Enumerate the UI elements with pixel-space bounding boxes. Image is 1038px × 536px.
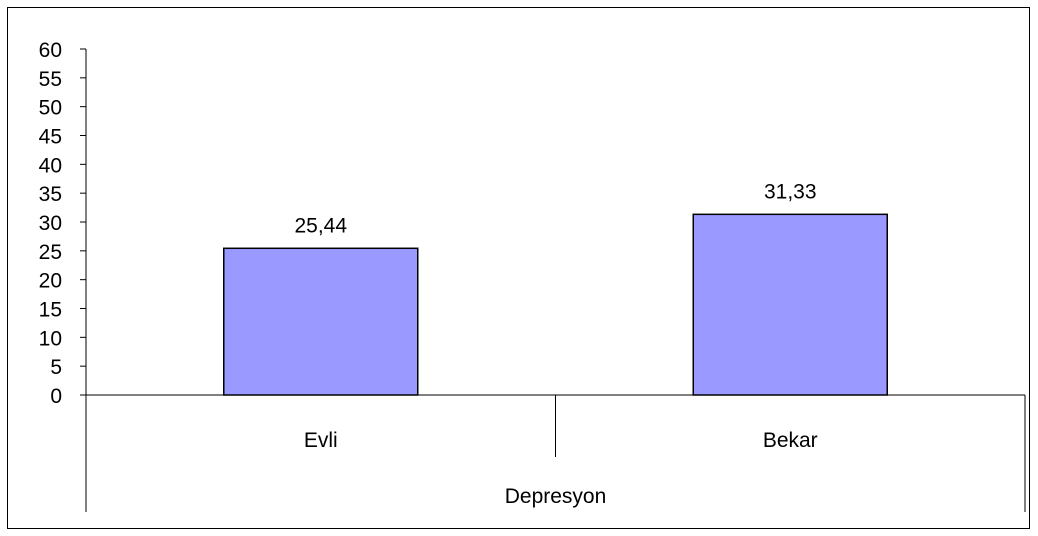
x-category-label: Bekar xyxy=(763,429,818,452)
y-tick-label: 50 xyxy=(39,97,62,120)
y-tick-label: 25 xyxy=(39,241,62,264)
y-tick-label: 30 xyxy=(39,212,62,235)
y-tick-label: 40 xyxy=(39,154,62,177)
x-group-label: Depresyon xyxy=(505,485,607,508)
y-tick-label: 55 xyxy=(39,68,62,91)
x-category-label: Evli xyxy=(304,429,338,452)
data-label: 25,44 xyxy=(294,214,347,237)
y-tick-label: 35 xyxy=(39,183,62,206)
bar-evli xyxy=(223,247,419,396)
axis-layer: 0 5 10 15 20 25 30 35 40 45 50 55 60 xyxy=(39,39,1026,512)
labels-layer: 25,44 Evli 31,33 Bekar Depresyon xyxy=(294,180,817,508)
y-tick-label: 15 xyxy=(39,299,62,322)
y-tick-label: 10 xyxy=(39,327,62,350)
data-label: 31,33 xyxy=(764,180,817,203)
bars-layer xyxy=(223,213,888,396)
y-tick-label: 60 xyxy=(39,39,62,62)
y-tick-label: 20 xyxy=(39,270,62,293)
y-tick-label: 5 xyxy=(50,356,62,379)
y-tick-label: 45 xyxy=(39,126,62,149)
y-tick-label: 0 xyxy=(50,385,62,408)
bar-bekar xyxy=(692,213,888,396)
